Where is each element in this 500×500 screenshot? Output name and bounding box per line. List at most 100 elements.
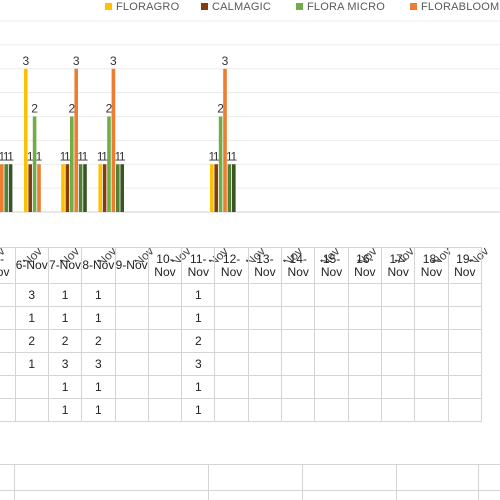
table-cell: 1: [47, 306, 83, 330]
legend-item-floragro: FLORAGRO: [105, 1, 179, 13]
chart-legend: FLORAGRO CALMAGIC FLORA MICRO FLORABLOOM: [0, 0, 500, 14]
data-label: 3: [73, 54, 80, 68]
table-cell: 1: [47, 283, 83, 307]
table-cell: 1: [181, 306, 216, 330]
bar: [78, 164, 83, 212]
table-header-cell: 5-Nov: [0, 247, 16, 284]
table-cell: 1: [81, 306, 116, 330]
data-label: 1: [36, 149, 43, 163]
legend-label: FLORAGRO: [116, 1, 180, 13]
bar: [0, 164, 4, 212]
table-cell: [380, 398, 416, 422]
table-cell: [380, 352, 416, 376]
data-label: 3: [222, 54, 229, 68]
table-header-row: 5-Nov6-Nov7-Nov8-Nov9-Nov10-Nov11-Nov12-…: [0, 247, 483, 284]
table-cell: [147, 398, 183, 422]
bar: [102, 164, 107, 212]
table-cell: 1: [14, 306, 49, 330]
table-cell: [214, 306, 249, 330]
table-cell: [147, 329, 183, 353]
gridline: [478, 464, 479, 500]
bar: [70, 116, 74, 212]
data-label: 1: [60, 149, 67, 163]
table-cell: 1: [181, 398, 216, 422]
table-cell: [247, 352, 283, 376]
table-header-cell: 18-Nov: [414, 247, 449, 284]
table-cell: 1: [81, 375, 116, 399]
data-label: 2: [31, 102, 38, 116]
bar: [107, 116, 111, 212]
bar: [232, 164, 236, 212]
table-cell: [281, 329, 316, 353]
table-cell: [114, 283, 149, 307]
table-cell: 3: [14, 283, 49, 307]
bar: [98, 164, 102, 212]
table-cell: [447, 283, 483, 307]
table-cell: [447, 375, 483, 399]
table-cell: [447, 306, 483, 330]
table-cell: [281, 352, 316, 376]
table-header-cell: 11-Nov: [181, 247, 216, 284]
table-header-cell: 9-Nov: [114, 247, 149, 284]
data-label: 1: [208, 149, 215, 163]
table-cell: [0, 283, 16, 307]
table-cell: [281, 398, 316, 422]
legend-label: FLORA MICRO: [307, 1, 385, 13]
table-cell: [247, 398, 283, 422]
table-cell: [347, 398, 383, 422]
bar: [83, 164, 87, 212]
table-cell: [147, 306, 183, 330]
table-cell: [147, 375, 183, 399]
table-cell: [14, 375, 49, 399]
table-cell: [114, 352, 149, 376]
table-header-cell: 16-Nov: [347, 247, 383, 284]
table-cell: [347, 329, 383, 353]
table-cell: [0, 329, 16, 353]
data-label: 1: [77, 149, 84, 163]
table-cell: 1: [47, 375, 83, 399]
table-cell: 1: [81, 283, 116, 307]
table-cell: [247, 306, 283, 330]
legend-swatch: [201, 3, 208, 10]
table-cell: 1: [47, 398, 83, 422]
data-label: 1: [97, 149, 104, 163]
table-cell: [247, 375, 283, 399]
bar: [120, 164, 124, 212]
table-cell: [414, 352, 449, 376]
legend-swatch: [296, 3, 303, 10]
gridline: [208, 464, 209, 500]
bar: [32, 116, 37, 212]
table-cell: [0, 398, 16, 422]
data-table: 5-Nov6-Nov7-Nov8-Nov9-Nov10-Nov11-Nov12-…: [0, 247, 483, 422]
bar: [210, 164, 214, 212]
table-cell: [114, 375, 149, 399]
bar: [223, 68, 227, 212]
table-header-cell: 19-Nov: [447, 247, 483, 284]
table-cell: [347, 375, 383, 399]
table-cell: [414, 329, 449, 353]
table-cell: [347, 283, 383, 307]
table-cell: [314, 375, 349, 399]
table-cell: [247, 283, 283, 307]
data-label: 1: [114, 149, 121, 163]
table-cell: [281, 306, 316, 330]
table-cell: [447, 398, 483, 422]
bar: [28, 164, 32, 212]
table-cell: 2: [181, 329, 216, 353]
table-cell: [114, 306, 149, 330]
table-cell: [0, 306, 16, 330]
table-cell: [0, 352, 16, 376]
table-header-cell: 13-Nov: [247, 247, 283, 284]
table-cell: [414, 375, 449, 399]
table-cell: [447, 352, 483, 376]
table-cell: [214, 352, 249, 376]
table-cell: [147, 352, 183, 376]
table-cell: [414, 283, 449, 307]
data-label: 1: [0, 149, 1, 163]
bar: [37, 164, 41, 212]
table-cell: [380, 306, 416, 330]
data-label: 1: [82, 149, 89, 163]
